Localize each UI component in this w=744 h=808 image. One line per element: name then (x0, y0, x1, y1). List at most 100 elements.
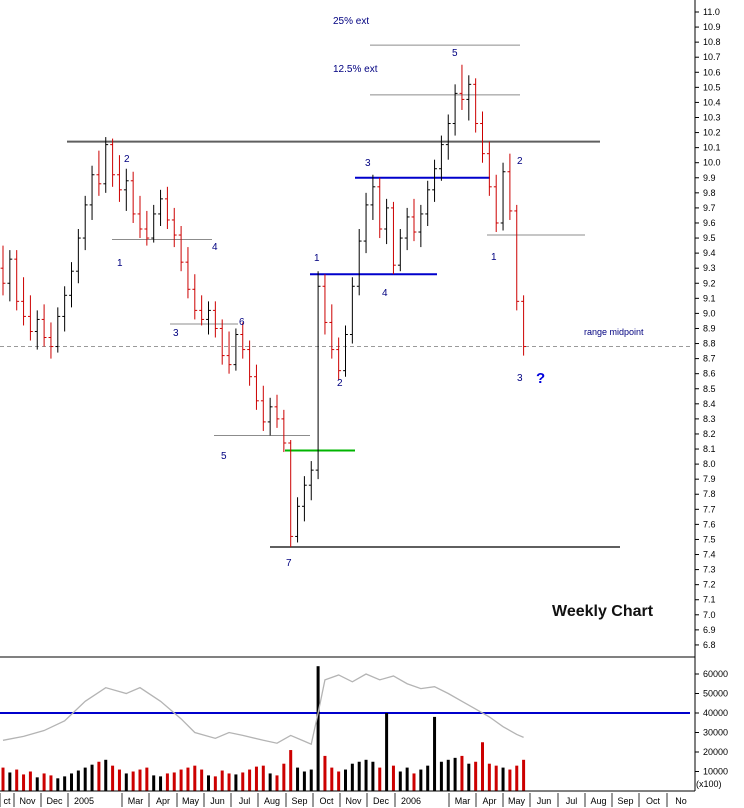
volume-bar (124, 773, 128, 791)
volume-bar (200, 769, 204, 791)
volume-bar (172, 772, 176, 791)
volume-bar (371, 761, 375, 791)
price-tick-label: 9.0 (703, 308, 716, 318)
volume-bar (1, 767, 5, 791)
price-tick-label: 7.2 (703, 580, 716, 590)
price-tick-label: 7.5 (703, 534, 716, 544)
volume-bar (179, 769, 183, 791)
volume-bar (241, 772, 245, 791)
price-tick-label: 8.7 (703, 354, 716, 364)
volume-bar (364, 759, 368, 791)
price-tick-label: 10.0 (703, 158, 721, 168)
volume-bar (350, 763, 354, 791)
volume-bar (56, 778, 60, 791)
volume-bar (316, 666, 320, 791)
volume-bar (8, 772, 12, 791)
volume-bar (227, 773, 231, 791)
price-tick-label: 9.1 (703, 293, 716, 303)
volume-bar (460, 755, 464, 791)
price-tick-label: 8.8 (703, 339, 716, 349)
volume-bar (186, 767, 190, 791)
swing-label: 1 (491, 252, 497, 263)
price-tick-label: 10.6 (703, 67, 721, 77)
volume-bar (501, 767, 505, 791)
volume-bar (405, 767, 409, 791)
x-axis-label: Apr (482, 796, 496, 806)
volume-bar (268, 773, 272, 791)
volume-bar (97, 761, 101, 791)
price-tick-label: 9.4 (703, 248, 716, 258)
volume-bar (494, 765, 498, 791)
volume-bar (213, 776, 217, 791)
volume-bar (412, 773, 416, 791)
volume-bar (481, 742, 484, 791)
volume-bar (378, 767, 382, 791)
price-tick-label: 7.3 (703, 565, 716, 575)
volume-bar (220, 770, 224, 791)
price-tick-label: 9.8 (703, 188, 716, 198)
swing-label: 4 (382, 288, 388, 299)
volume-bar (28, 771, 32, 791)
x-axis-label: Jul (239, 796, 251, 806)
price-tick-label: 10.1 (703, 143, 721, 153)
price-tick-label: 8.9 (703, 323, 716, 333)
price-levels-group (0, 44, 690, 548)
volume-bar (248, 769, 252, 791)
axes-group: 11.0 10.9 10.8 10.7 10.6 10.5 10.4 10.3 10.2 10.1… (0, 0, 728, 807)
volume-bar (90, 764, 94, 791)
volume-bar (145, 767, 149, 791)
price-tick-label: 9.7 (703, 203, 716, 213)
swing-label: 2 (517, 156, 523, 167)
price-tick-label: 10.7 (703, 52, 721, 62)
volume-bar (254, 766, 258, 791)
price-tick-label: 7.1 (703, 595, 716, 605)
volume-panel-group (0, 666, 690, 791)
volume-bar (289, 750, 293, 791)
price-tick-label: 7.9 (703, 474, 716, 484)
volume-bar (296, 767, 300, 791)
volume-bar (433, 716, 437, 791)
volume-bar (391, 765, 395, 791)
volume-tick-label: 20000 (703, 747, 728, 757)
volume-bar (63, 776, 67, 791)
volume-bar (439, 761, 443, 791)
x-axis-label: No (675, 796, 687, 806)
volume-bar (35, 777, 39, 791)
x-axis-label: 2005 (74, 796, 94, 806)
price-tick-label: 7.8 (703, 489, 716, 499)
x-axis-label: Oct (319, 796, 334, 806)
volume-bar (344, 769, 347, 791)
x-axis-label: Jun (537, 796, 552, 806)
volume-tick-label: 10000 (703, 767, 728, 777)
price-tick-label: 8.4 (703, 399, 716, 409)
swing-label: 7 (286, 558, 292, 569)
volume-bar (152, 775, 156, 791)
x-axis-label: Dec (373, 796, 390, 806)
volume-bar (70, 773, 73, 791)
price-tick-label: 9.6 (703, 218, 716, 228)
price-tick-label: 10.2 (703, 128, 721, 138)
x-axis-label: Oct (646, 796, 661, 806)
volume-bar (22, 774, 26, 791)
price-tick-label: 10.4 (703, 97, 721, 107)
volume-bar (111, 765, 115, 791)
price-tick-label: 8.6 (703, 369, 716, 379)
volume-bar (49, 775, 53, 791)
x-axis-label: May (508, 796, 526, 806)
price-tick-label: 10.5 (703, 82, 721, 92)
price-tick-label: 6.8 (703, 640, 716, 650)
volume-bar (159, 776, 163, 791)
x-axis-label: ct (3, 796, 11, 806)
price-tick-label: 7.6 (703, 519, 716, 529)
volume-bar (275, 775, 279, 791)
swing-label: 6 (239, 317, 245, 328)
price-tick-label: 9.9 (703, 173, 716, 183)
x-axis-label: Apr (156, 796, 170, 806)
volume-bar (302, 771, 306, 791)
price-bars-group (0, 64, 526, 547)
volume-bar (138, 769, 142, 791)
volume-bar (330, 767, 334, 791)
volume-bar (42, 773, 46, 791)
